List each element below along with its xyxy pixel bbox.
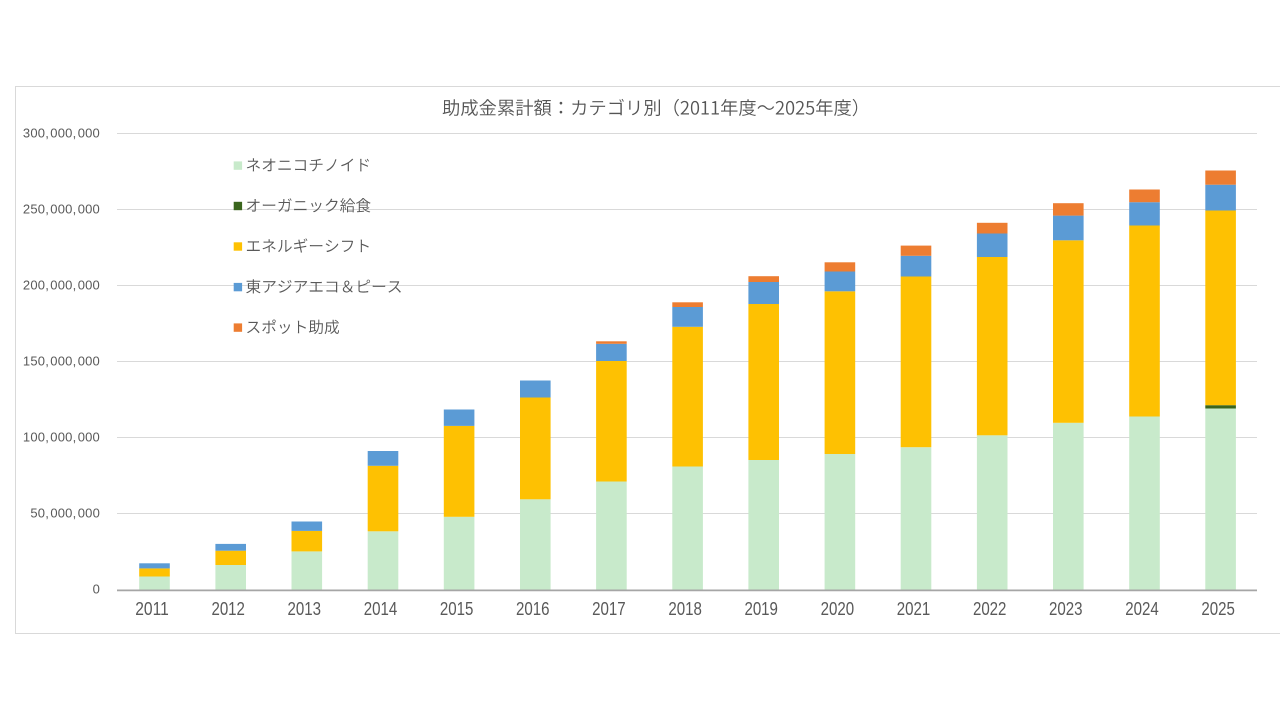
svg-text:250, 000, 000: 250, 000, 000 xyxy=(23,202,100,217)
svg-text:2012: 2012 xyxy=(211,598,245,619)
svg-text:2023: 2023 xyxy=(1049,598,1083,619)
svg-text:2017: 2017 xyxy=(592,598,626,619)
svg-text:100, 000, 000: 100, 000, 000 xyxy=(23,430,100,445)
svg-text:150, 000, 000: 150, 000, 000 xyxy=(23,354,100,369)
svg-text:2020: 2020 xyxy=(821,598,855,619)
svg-text:2013: 2013 xyxy=(288,598,322,619)
svg-text:2024: 2024 xyxy=(1125,598,1159,619)
svg-text:300, 000, 000: 300, 000, 000 xyxy=(23,126,100,141)
svg-text:2018: 2018 xyxy=(668,598,702,619)
svg-text:2016: 2016 xyxy=(516,598,550,619)
svg-text:0: 0 xyxy=(93,582,100,597)
svg-text:2011: 2011 xyxy=(135,598,169,619)
svg-text:2014: 2014 xyxy=(364,598,398,619)
svg-text:50, 000, 000: 50, 000, 000 xyxy=(30,506,100,521)
svg-text:2022: 2022 xyxy=(973,598,1007,619)
svg-text:2019: 2019 xyxy=(744,598,778,619)
svg-text:200, 000, 000: 200, 000, 000 xyxy=(23,278,100,293)
svg-text:2025: 2025 xyxy=(1201,598,1235,619)
svg-text:2015: 2015 xyxy=(440,598,474,619)
svg-text:2021: 2021 xyxy=(897,598,931,619)
